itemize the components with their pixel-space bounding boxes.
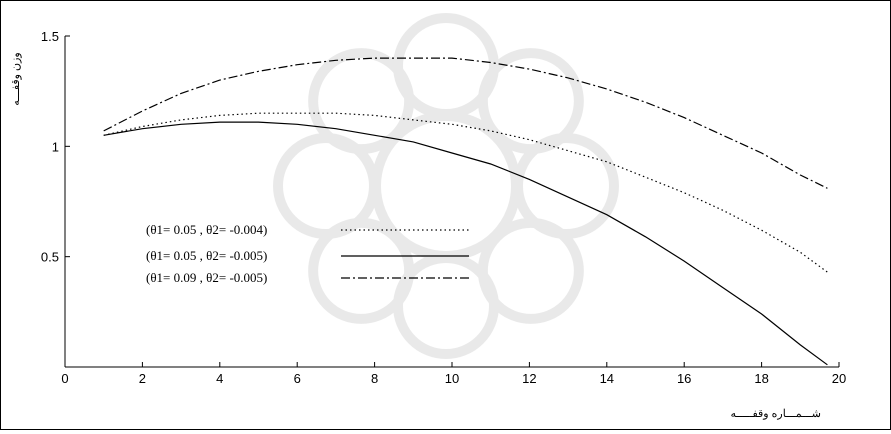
x-tick-label: 12 [522, 371, 536, 386]
watermark-petal [477, 48, 584, 155]
series-line-2 [103, 121, 828, 366]
x-tick-label: 18 [754, 371, 768, 386]
watermark-petal [513, 133, 619, 239]
series-line-3 [103, 57, 828, 189]
watermark-petal [393, 13, 499, 119]
y-tick-label: 1.5 [41, 29, 59, 44]
watermark-petal [308, 217, 415, 324]
x-tick-label: 0 [61, 371, 68, 386]
legend-label-2: (θ1= 0.05 , θ2= -0.005) [146, 248, 267, 263]
y-tick-label: 0.5 [41, 250, 59, 265]
axes [64, 36, 839, 368]
ticks: 0 2 4 6 8 10 12 14 16 18 20 0.5 1 1.5 [41, 29, 846, 386]
x-axis-title: شـــمـــاره وقفـــــه [730, 408, 821, 420]
x-tick-label: 20 [832, 371, 846, 386]
x-tick-label: 10 [445, 371, 459, 386]
x-tick-label: 14 [600, 371, 614, 386]
watermark-core [371, 111, 521, 261]
x-tick-label: 16 [677, 371, 691, 386]
x-tick-label: 6 [294, 371, 301, 386]
legend: (θ1= 0.05 , θ2= -0.004) (θ1= 0.05 , θ2= -… [146, 222, 469, 285]
y-tick-label: 1 [52, 139, 59, 154]
watermark-petal [477, 217, 584, 324]
watermark-emblem [273, 13, 619, 359]
legend-label-3: (θ1= 0.09 , θ2= -0.005) [146, 270, 267, 285]
watermark-petal [273, 133, 379, 239]
y-axis-title: وزن وقفـــه [10, 52, 22, 105]
x-tick-label: 4 [216, 371, 223, 386]
series-lines [103, 57, 828, 366]
series-line-1 [103, 112, 828, 273]
legend-label-1: (θ1= 0.05 , θ2= -0.004) [146, 222, 267, 237]
watermark-petal [308, 48, 415, 155]
watermark-petal [393, 253, 499, 359]
x-tick-label: 8 [371, 371, 378, 386]
x-tick-label: 2 [139, 371, 146, 386]
